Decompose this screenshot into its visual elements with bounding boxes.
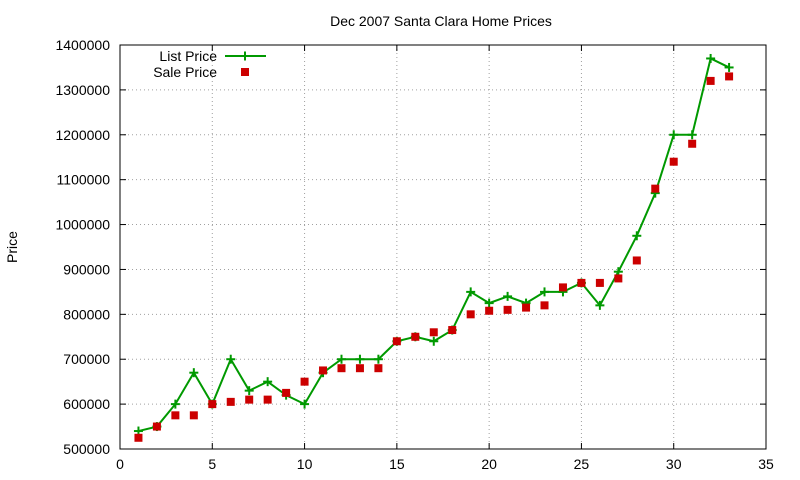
list-price-point [706,53,716,63]
y-tick-label: 1200000 [55,127,110,143]
plot-frame [119,44,767,450]
sale-price-point [319,366,328,375]
series-list-price [133,53,734,436]
sale-price-point [411,332,420,341]
sale-price-point [189,411,198,420]
list-price-point [429,336,439,346]
y-tick-label: 800000 [63,306,110,322]
sale-price-point [466,310,475,319]
chart-title: Dec 2007 Santa Clara Home Prices [330,13,552,29]
x-tick-label: 15 [389,456,405,472]
x-tick-label: 0 [116,456,124,472]
sale-price-point [429,328,438,337]
list-price-point [244,386,254,396]
sale-price-point [282,388,291,397]
sale-price-point [355,364,364,373]
sale-price-point [503,305,512,314]
plot-border [119,44,767,450]
sale-price-point [558,283,567,292]
list-price-point [263,377,273,387]
legend-sample-sale-price-marker [241,68,249,76]
series-layer [133,53,734,442]
sale-price-point [448,326,457,335]
list-price-point [724,62,734,72]
sale-price-point [337,364,346,373]
sale-price-point [392,337,401,346]
sale-price-point [134,433,143,442]
sale-price-point [152,422,161,431]
sale-price-point [577,278,586,287]
sale-price-point [688,139,697,148]
sale-price-point [725,72,734,81]
sale-price-point [208,400,217,409]
list-price-point [336,354,346,364]
legend-label-list-price: List Price [159,48,217,64]
list-price-point [484,298,494,308]
y-tick-label: 1100000 [57,172,111,188]
x-tick-label: 5 [208,456,216,472]
y-tick-label: 500000 [63,441,110,457]
sale-price-point [245,395,254,404]
list-price-point [540,287,550,297]
list-price-point [300,399,310,409]
list-price-point [373,354,383,364]
sale-price-point [669,157,678,166]
list-price-point [503,291,513,301]
list-price-point [226,354,236,364]
sale-price-point [595,278,604,287]
sale-price-point [300,377,309,386]
list-price-line [138,57,730,433]
list-price-point [669,130,679,140]
y-tick-label: 700000 [63,351,110,367]
x-tick-label: 35 [758,456,774,472]
sale-price-point [263,395,272,404]
sale-price-point [651,184,660,193]
y-tick-label: 1000000 [55,217,110,233]
legend: List Price Sale Price [153,48,266,80]
y-axis-label: Price [4,231,20,263]
sale-price-point [171,411,180,420]
legend-sample-list-price-marker [240,51,250,61]
sale-price-point [614,274,623,283]
list-price-point [595,300,605,310]
sale-price-point [374,364,383,373]
y-tick-label: 900000 [63,261,110,277]
series-sale-price [134,72,734,442]
sale-price-point [485,306,494,315]
y-tick-label: 1400000 [55,37,110,53]
sale-price-point [632,256,641,265]
x-tick-label: 10 [297,456,313,472]
y-tick-label: 600000 [63,396,110,412]
x-tick-label: 25 [574,456,590,472]
list-price-point [687,130,697,140]
sale-price-point [522,303,531,312]
sale-price-point [706,76,715,85]
list-price-point [170,399,180,409]
list-price-point [355,354,365,364]
grid-layer [120,45,766,449]
y-tick-label: 1300000 [55,82,110,98]
sale-price-point [226,397,235,406]
tick-layer: 0 5 10 15 20 25 30 35 500000 600000 700000 800000 90… [55,37,774,472]
sale-price-point [540,301,549,310]
x-tick-label: 30 [666,456,682,472]
list-price-point [189,368,199,378]
list-price-point [466,287,476,297]
legend-label-sale-price: Sale Price [153,64,217,80]
list-price-point [632,231,642,241]
x-tick-label: 20 [481,456,497,472]
